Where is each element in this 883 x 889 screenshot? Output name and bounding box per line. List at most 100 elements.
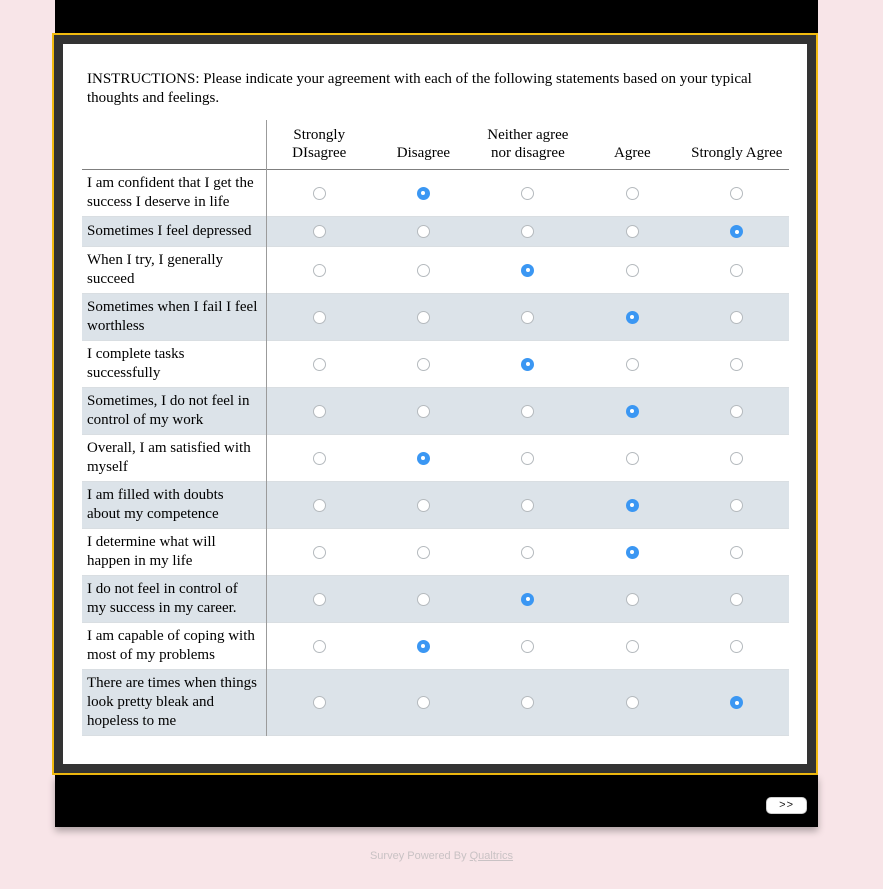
option-cell	[580, 529, 684, 576]
radio-button[interactable]	[730, 186, 744, 200]
radio-button[interactable]	[312, 263, 326, 277]
radio-button[interactable]	[730, 310, 744, 324]
radio-button[interactable]	[416, 498, 430, 512]
table-row: When I try, I generally succeed	[82, 246, 789, 294]
radio-button[interactable]	[416, 225, 430, 239]
option-cell	[476, 576, 580, 623]
option-cell	[476, 623, 580, 670]
option-cell	[266, 293, 372, 341]
radio-button-selected[interactable]	[416, 186, 430, 200]
radio-button[interactable]	[521, 639, 535, 653]
radio-button[interactable]	[416, 545, 430, 559]
next-button[interactable]: >>	[766, 797, 807, 814]
radio-button[interactable]	[625, 186, 639, 200]
radio-button[interactable]	[730, 639, 744, 653]
radio-button[interactable]	[625, 225, 639, 239]
option-cell	[580, 294, 684, 341]
radio-button[interactable]	[312, 498, 326, 512]
radio-button[interactable]	[730, 357, 744, 371]
radio-button-selected[interactable]	[521, 263, 535, 277]
statement-cell: Sometimes, I do not feel in control of m…	[87, 393, 250, 428]
radio-button[interactable]	[521, 696, 535, 710]
radio-button[interactable]	[625, 696, 639, 710]
radio-button[interactable]	[416, 696, 430, 710]
option-cell	[371, 482, 475, 529]
radio-button[interactable]	[625, 451, 639, 465]
option-cell	[476, 294, 580, 341]
table-row: Sometimes, I do not feel in control of m…	[82, 387, 789, 435]
radio-button[interactable]	[625, 592, 639, 606]
statement-cell: Sometimes I feel depressed	[87, 223, 252, 239]
qualtrics-link[interactable]: Qualtrics	[469, 850, 514, 862]
option-cell	[685, 170, 789, 217]
radio-button[interactable]	[312, 404, 326, 418]
option-cell	[266, 622, 372, 670]
option-cell	[371, 217, 475, 247]
column-header: Neither agree nor disagree	[487, 127, 569, 161]
table-row: Overall, I am satisfied with myself	[82, 434, 789, 482]
radio-button[interactable]	[416, 404, 430, 418]
radio-button[interactable]	[416, 310, 430, 324]
top-banner-bar	[55, 0, 818, 33]
radio-button-selected[interactable]	[625, 310, 639, 324]
radio-button[interactable]	[521, 310, 535, 324]
radio-button-selected[interactable]	[521, 357, 535, 371]
option-cell	[685, 576, 789, 623]
option-cell	[266, 434, 372, 482]
statement-column-header	[82, 120, 267, 170]
column-header: Strongly DIsagree	[266, 120, 372, 170]
radio-button-selected[interactable]	[625, 404, 639, 418]
radio-button[interactable]	[521, 186, 535, 200]
radio-button[interactable]	[416, 357, 430, 371]
radio-button[interactable]	[416, 592, 430, 606]
radio-button[interactable]	[730, 263, 744, 277]
radio-button[interactable]	[416, 263, 430, 277]
radio-button[interactable]	[521, 225, 535, 239]
radio-button[interactable]	[521, 498, 535, 512]
radio-button[interactable]	[312, 696, 326, 710]
radio-button-selected[interactable]	[521, 592, 535, 606]
radio-button[interactable]	[312, 186, 326, 200]
option-cell	[580, 435, 684, 482]
radio-button-selected[interactable]	[416, 451, 430, 465]
radio-button[interactable]	[312, 225, 326, 239]
option-cell	[371, 670, 475, 736]
radio-button-selected[interactable]	[730, 225, 744, 239]
likert-table-body: I am confident that I get the success I …	[82, 169, 789, 736]
radio-button[interactable]	[312, 451, 326, 465]
radio-button-selected[interactable]	[730, 696, 744, 710]
radio-button[interactable]	[730, 545, 744, 559]
radio-button[interactable]	[625, 263, 639, 277]
option-cell	[685, 294, 789, 341]
radio-button[interactable]	[730, 451, 744, 465]
radio-button[interactable]	[312, 357, 326, 371]
radio-button[interactable]	[625, 639, 639, 653]
option-cell	[685, 247, 789, 294]
powered-by-text: Survey Powered By	[369, 850, 470, 862]
option-cell	[371, 623, 475, 670]
radio-button[interactable]	[521, 404, 535, 418]
radio-button[interactable]	[521, 545, 535, 559]
radio-button-selected[interactable]	[625, 545, 639, 559]
radio-button[interactable]	[312, 592, 326, 606]
table-row: There are times when things look pretty …	[82, 669, 789, 736]
radio-button[interactable]	[625, 357, 639, 371]
radio-button[interactable]	[730, 498, 744, 512]
column-header: Agree	[613, 145, 651, 161]
table-row: I am confident that I get the success I …	[82, 169, 789, 217]
option-cell	[685, 529, 789, 576]
radio-button-selected[interactable]	[416, 639, 430, 653]
radio-button[interactable]	[730, 592, 744, 606]
radio-button[interactable]	[312, 310, 326, 324]
radio-button[interactable]	[312, 545, 326, 559]
radio-button[interactable]	[312, 639, 326, 653]
radio-button[interactable]	[521, 451, 535, 465]
radio-button[interactable]	[730, 404, 744, 418]
table-row: I do not feel in control of my success i…	[82, 575, 789, 623]
option-cell	[266, 387, 372, 435]
radio-button-selected[interactable]	[625, 498, 639, 512]
option-cell	[371, 170, 475, 217]
header-row: Strongly DIsagree Disagree Neither agree n…	[82, 120, 789, 170]
option-cell	[685, 435, 789, 482]
statement-cell: When I try, I generally succeed	[87, 252, 224, 287]
